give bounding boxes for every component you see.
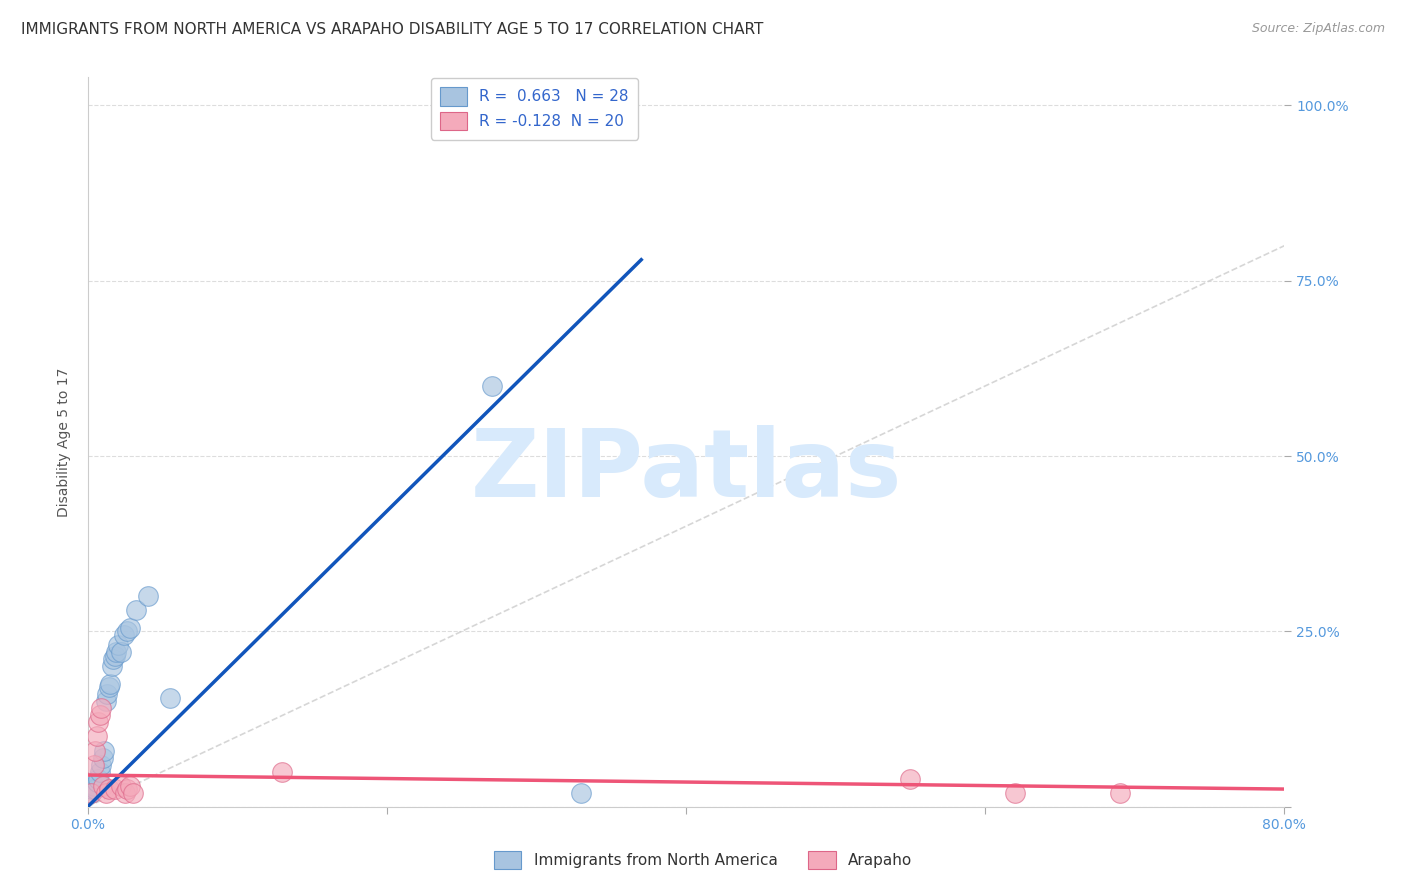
Point — [104, 782, 127, 797]
Point — [80, 786, 103, 800]
Point — [86, 730, 108, 744]
Point — [94, 786, 117, 800]
Point — [121, 786, 143, 800]
Point — [110, 645, 132, 659]
Point — [115, 624, 138, 639]
Point — [91, 750, 114, 764]
Point — [83, 757, 105, 772]
Point — [89, 708, 111, 723]
Point — [481, 379, 503, 393]
Point — [97, 681, 120, 695]
Point — [87, 715, 110, 730]
Point — [118, 621, 141, 635]
Point — [96, 687, 118, 701]
Point — [98, 677, 121, 691]
Point — [136, 589, 159, 603]
Point — [84, 782, 107, 797]
Point — [1108, 786, 1130, 800]
Point — [90, 701, 112, 715]
Point — [84, 743, 107, 757]
Point — [93, 743, 115, 757]
Point — [112, 628, 135, 642]
Point — [82, 782, 104, 797]
Point — [105, 645, 128, 659]
Point — [125, 603, 148, 617]
Point — [104, 648, 127, 663]
Legend: R =  0.663   N = 28, R = -0.128  N = 20: R = 0.663 N = 28, R = -0.128 N = 20 — [430, 78, 638, 139]
Legend: Immigrants from North America, Arapaho: Immigrants from North America, Arapaho — [488, 845, 918, 875]
Point — [900, 772, 922, 786]
Point — [97, 782, 120, 797]
Point — [87, 772, 110, 786]
Point — [103, 652, 125, 666]
Point — [94, 694, 117, 708]
Point — [110, 779, 132, 793]
Point — [101, 659, 124, 673]
Point — [90, 757, 112, 772]
Point — [159, 690, 181, 705]
Point — [271, 764, 294, 779]
Point — [91, 779, 114, 793]
Point — [115, 782, 138, 797]
Text: Source: ZipAtlas.com: Source: ZipAtlas.com — [1251, 22, 1385, 36]
Point — [114, 786, 136, 800]
Point — [107, 638, 129, 652]
Y-axis label: Disability Age 5 to 17: Disability Age 5 to 17 — [58, 368, 72, 516]
Point — [83, 779, 105, 793]
Point — [118, 779, 141, 793]
Text: IMMIGRANTS FROM NORTH AMERICA VS ARAPAHO DISABILITY AGE 5 TO 17 CORRELATION CHAR: IMMIGRANTS FROM NORTH AMERICA VS ARAPAHO… — [21, 22, 763, 37]
Point — [1004, 786, 1026, 800]
Point — [571, 786, 593, 800]
Text: ZIPatlas: ZIPatlas — [471, 425, 901, 517]
Point — [89, 764, 111, 779]
Point — [80, 786, 103, 800]
Point — [86, 775, 108, 789]
